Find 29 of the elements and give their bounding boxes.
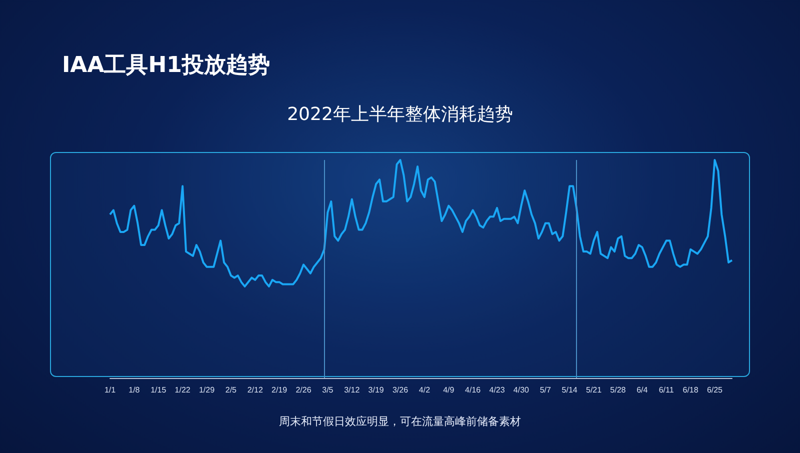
x-tick-label: 1/22	[174, 386, 191, 394]
x-tick-label: 5/28	[610, 386, 626, 394]
x-tick-label: 1/15	[150, 386, 167, 394]
x-tick-label: 3/26	[392, 386, 409, 394]
x-tick-label: 4/2	[418, 386, 431, 394]
text: 周末和节假日效应明显，可在流量高峰前储备素材	[278, 414, 522, 429]
x-tick-label: 2/12	[247, 386, 264, 394]
x-tick-label: 4/30	[513, 386, 530, 394]
x-tick-label: 4/9	[443, 386, 455, 394]
x-tick-label: 6/11	[658, 386, 674, 394]
x-tick-label: 3/5	[322, 386, 334, 394]
x-tick-label: 6/18	[682, 386, 699, 394]
x-tick-label: 2/19	[272, 386, 288, 394]
x-tick-label: 2/26	[296, 386, 312, 394]
x-tick-label: 4/23	[489, 386, 506, 394]
x-tick-label: 6/4	[636, 386, 648, 394]
x-tick-label: 5/21	[586, 386, 602, 394]
x-tick-label: 5/14	[562, 386, 578, 394]
x-tick-label: 1/1	[104, 386, 116, 394]
x-tick-label: 3/19	[368, 386, 384, 394]
x-tick-label: 1/8	[128, 386, 140, 394]
chart-title: IAA工具H1投放趋势	[62, 52, 270, 80]
chart-subtitle: 2022年上半年整体消耗趋势	[286, 103, 514, 126]
x-tick-label: 6/25	[706, 386, 724, 394]
x-tick-label: 5/7	[540, 386, 552, 394]
x-tick-label: 1/29	[198, 386, 216, 394]
x-tick-label: 2/5	[225, 386, 238, 394]
x-tick-label: 4/16	[465, 386, 482, 394]
x-tick-label: 3/12	[344, 386, 360, 394]
